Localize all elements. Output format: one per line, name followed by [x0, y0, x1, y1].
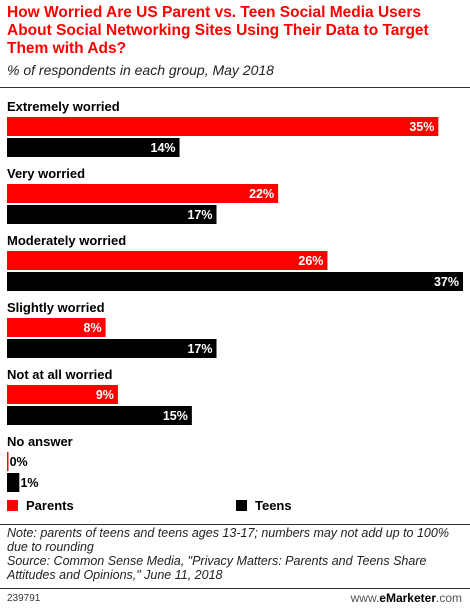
data-label: 35%	[409, 120, 434, 134]
bar-parents-slightly-worried	[7, 318, 106, 337]
legend-teens: Teens	[236, 498, 292, 513]
data-label: 15%	[163, 409, 188, 423]
data-label: 17%	[187, 342, 212, 356]
bar-teens-moderately-worried	[7, 272, 463, 291]
legend-parents-swatch	[7, 500, 18, 511]
bar-teens-slightly-worried	[7, 339, 217, 358]
header-divider	[0, 87, 470, 88]
data-label: 0%	[10, 455, 28, 469]
brand-name: eMarketer	[379, 591, 436, 605]
bar-teens-not-at-all-worried	[7, 406, 192, 425]
data-label: 17%	[187, 208, 212, 222]
chart-id: 239791	[7, 593, 41, 604]
data-label: 26%	[298, 254, 323, 268]
footnote-note: Note: parents of teens and teens ages 13…	[7, 526, 449, 554]
bar-parents-very-worried	[7, 184, 279, 203]
bar-teens-very-worried	[7, 205, 217, 224]
footnote-source: Source: Common Sense Media, "Privacy Mat…	[7, 554, 427, 582]
category-label: Extremely worried	[7, 99, 120, 114]
footnote: Note: parents of teens and teens ages 13…	[7, 526, 465, 582]
legend-teens-label: Teens	[255, 498, 292, 513]
bar-teens-extremely-worried	[7, 138, 180, 157]
data-label: 8%	[84, 321, 102, 335]
bar-parents-moderately-worried	[7, 251, 328, 270]
bar-parents-not-at-all-worried	[7, 385, 118, 404]
legend-teens-swatch	[236, 500, 247, 511]
bar-parents-no-answer	[7, 452, 9, 471]
category-label: Not at all worried	[7, 367, 113, 382]
data-label: 22%	[249, 187, 274, 201]
bar-parents-extremely-worried	[7, 117, 439, 136]
legend-parents-label: Parents	[26, 498, 74, 513]
brand-prefix: www.	[350, 591, 380, 605]
data-label: 9%	[96, 388, 114, 402]
footer-divider	[0, 588, 470, 589]
bar-teens-no-answer	[7, 473, 20, 492]
chart-title: How Worried Are US Parent vs. Teen Socia…	[7, 4, 429, 57]
brand-suffix: .com	[435, 591, 462, 605]
category-label: Very worried	[7, 166, 85, 181]
category-label: No answer	[7, 434, 73, 449]
data-label: 14%	[151, 141, 176, 155]
data-label: 1%	[20, 476, 38, 490]
footnote-divider	[0, 524, 470, 525]
legend-parents: Parents	[7, 498, 74, 513]
chart-subtitle: % of respondents in each group, May 2018	[7, 62, 274, 78]
bar-chart: Extremely worried 35% 14% Very worried 22% 17…	[7, 99, 463, 492]
data-label: 37%	[434, 275, 459, 289]
category-label: Slightly worried	[7, 300, 105, 315]
category-label: Moderately worried	[7, 233, 126, 248]
brand-logo: www.eMarketer.com	[351, 591, 462, 605]
